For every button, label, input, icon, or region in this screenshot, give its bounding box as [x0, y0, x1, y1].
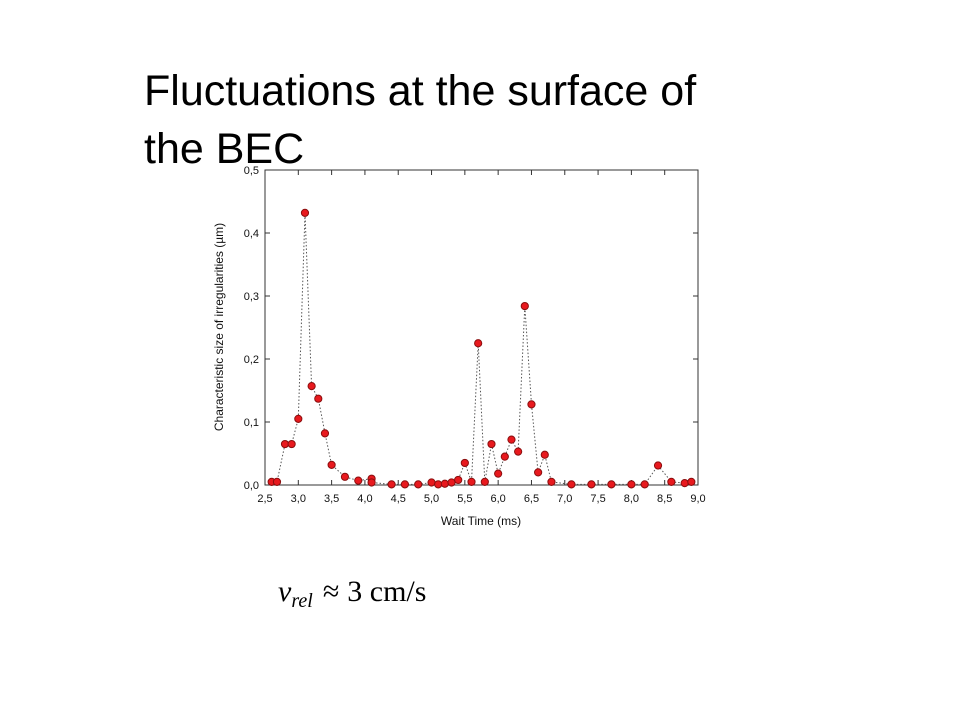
- y-tick-label: 0,5: [244, 165, 259, 177]
- x-tick-label: 4,5: [391, 493, 406, 505]
- x-tick-label: 8,0: [624, 493, 639, 505]
- y-tick-label: 0,0: [244, 480, 259, 492]
- formula-subscript: rel: [291, 590, 313, 612]
- data-point: [547, 477, 556, 486]
- data-point: [434, 480, 443, 489]
- data-point: [527, 400, 536, 409]
- x-axis-label: Wait Time (ms): [441, 514, 521, 528]
- data-point: [653, 461, 663, 470]
- x-tick-label: 3,0: [291, 493, 306, 505]
- data-point: [667, 477, 676, 486]
- y-tick-label: 0,3: [244, 291, 259, 303]
- data-point: [680, 479, 689, 488]
- data-point: [300, 208, 310, 217]
- data-point: [447, 478, 456, 487]
- x-tick-label: 5,5: [457, 493, 472, 505]
- x-axis: 2,5 3,0 3,5 4,0 4,5 5,0 5,5 6,0 6,5 7,0 7,5 8,0 8,5 9…: [257, 170, 706, 505]
- formula-variable: v: [278, 575, 292, 608]
- data-point: [320, 429, 330, 438]
- data-point: [687, 477, 696, 486]
- data-point: [387, 480, 396, 489]
- scatter-chart: 2,5 3,0 3,5 4,0 4,5 5,0 5,5 6,0 6,5 7,0 7,5 8,0 8,5 9…: [212, 165, 706, 528]
- data-point: [354, 476, 363, 485]
- formula-relation: ≈: [322, 575, 340, 608]
- data-point: [627, 480, 636, 489]
- data-point: [294, 414, 303, 423]
- x-tick-label: 6,0: [491, 493, 506, 505]
- data-point: [567, 480, 576, 489]
- formula-value: 3 cm/s: [347, 575, 427, 608]
- data-point: [587, 480, 596, 489]
- data-point: [467, 477, 476, 486]
- series-points: [267, 208, 696, 489]
- data-point: [400, 480, 409, 489]
- data-point: [427, 478, 436, 487]
- data-point: [507, 435, 516, 444]
- y-tick-label: 0,4: [244, 228, 259, 240]
- data-point: [494, 469, 503, 478]
- data-point: [314, 394, 323, 403]
- data-point: [454, 475, 463, 485]
- x-tick-label: 8,5: [657, 493, 672, 505]
- x-tick-label: 2,5: [257, 493, 272, 505]
- data-point: [340, 472, 350, 481]
- y-tick-label: 0,1: [244, 417, 259, 429]
- data-point: [367, 478, 376, 487]
- data-point: [534, 468, 543, 477]
- data-point: [440, 479, 449, 488]
- data-point: [460, 458, 469, 468]
- relative-velocity-formula: vrel ≈3 cm/s: [278, 575, 426, 613]
- data-point: [287, 439, 296, 449]
- plot-frame: [264, 169, 699, 486]
- y-axis: 0,0 0,1 0,2 0,3 0,4 0,5: [244, 165, 698, 492]
- data-point: [640, 480, 649, 489]
- slide-title: Fluctuations at the surface of the BEC: [144, 67, 697, 173]
- data-point: [474, 339, 483, 348]
- x-tick-label: 5,0: [424, 493, 439, 505]
- x-tick-label: 6,5: [524, 493, 539, 505]
- y-tick-label: 0,2: [244, 354, 259, 366]
- x-tick-label: 7,0: [557, 493, 572, 505]
- data-point: [540, 450, 549, 459]
- data-point: [487, 439, 496, 449]
- series-dotted-line: [271, 212, 692, 485]
- data-point: [514, 447, 523, 456]
- data-point: [607, 480, 616, 489]
- data-point: [272, 477, 282, 486]
- x-tick-label: 4,0: [357, 493, 372, 505]
- data-point: [520, 301, 529, 311]
- y-axis-label: Characteristic size of irregularities (µ…: [212, 223, 226, 431]
- data-point: [480, 477, 489, 486]
- x-tick-label: 9,0: [690, 493, 705, 505]
- data-point: [280, 439, 290, 449]
- data-point: [327, 460, 336, 469]
- data-point: [307, 381, 316, 391]
- x-tick-label: 7,5: [590, 493, 605, 505]
- data-point: [500, 452, 509, 461]
- data-point: [414, 480, 423, 489]
- x-tick-label: 3,5: [324, 493, 339, 505]
